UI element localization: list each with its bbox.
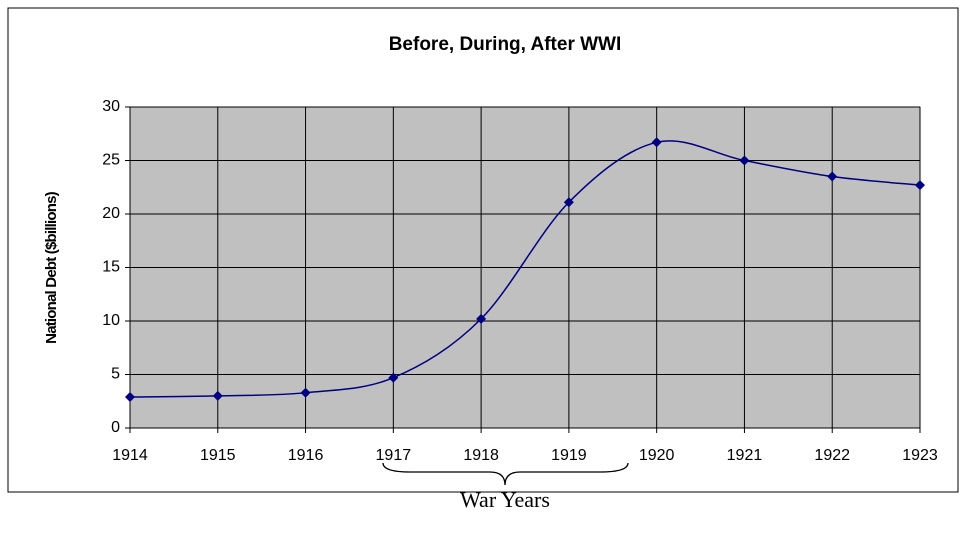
x-tick-label: 1922 (814, 447, 850, 464)
y-tick-label: 15 (102, 259, 120, 276)
x-tick-label: 1921 (727, 447, 763, 464)
marker (915, 180, 925, 191)
marker (651, 137, 662, 148)
marker (476, 313, 487, 324)
marker (739, 155, 750, 166)
x-tick-label: 1916 (288, 447, 324, 464)
y-axis-label: National Debt ($billions) (43, 191, 60, 343)
x-tick-label: 1923 (902, 447, 938, 464)
y-tick-label: 30 (102, 98, 120, 115)
y-tick-label: 25 (102, 152, 120, 169)
marker (827, 171, 838, 182)
marker (125, 391, 135, 402)
x-tick-label: 1914 (112, 447, 148, 464)
x-tick-label: 1918 (463, 447, 499, 464)
marker (212, 390, 223, 401)
y-tick-label: 20 (102, 205, 120, 222)
y-tick-label: 0 (111, 419, 120, 436)
annotation: War Years (460, 487, 550, 512)
y-tick-label: 10 (102, 312, 120, 329)
chart-title: Before, During, After WWI (389, 34, 622, 55)
brace (382, 462, 629, 486)
x-tick-label: 1920 (639, 447, 675, 464)
x-tick-label: 1919 (551, 447, 587, 464)
x-tick-label: 1917 (376, 447, 412, 464)
x-tick-label: 1915 (200, 447, 236, 464)
marker (300, 387, 311, 398)
marker (388, 372, 399, 383)
line (129, 140, 921, 398)
marker (563, 197, 574, 208)
y-tick-label: 5 (111, 366, 120, 383)
